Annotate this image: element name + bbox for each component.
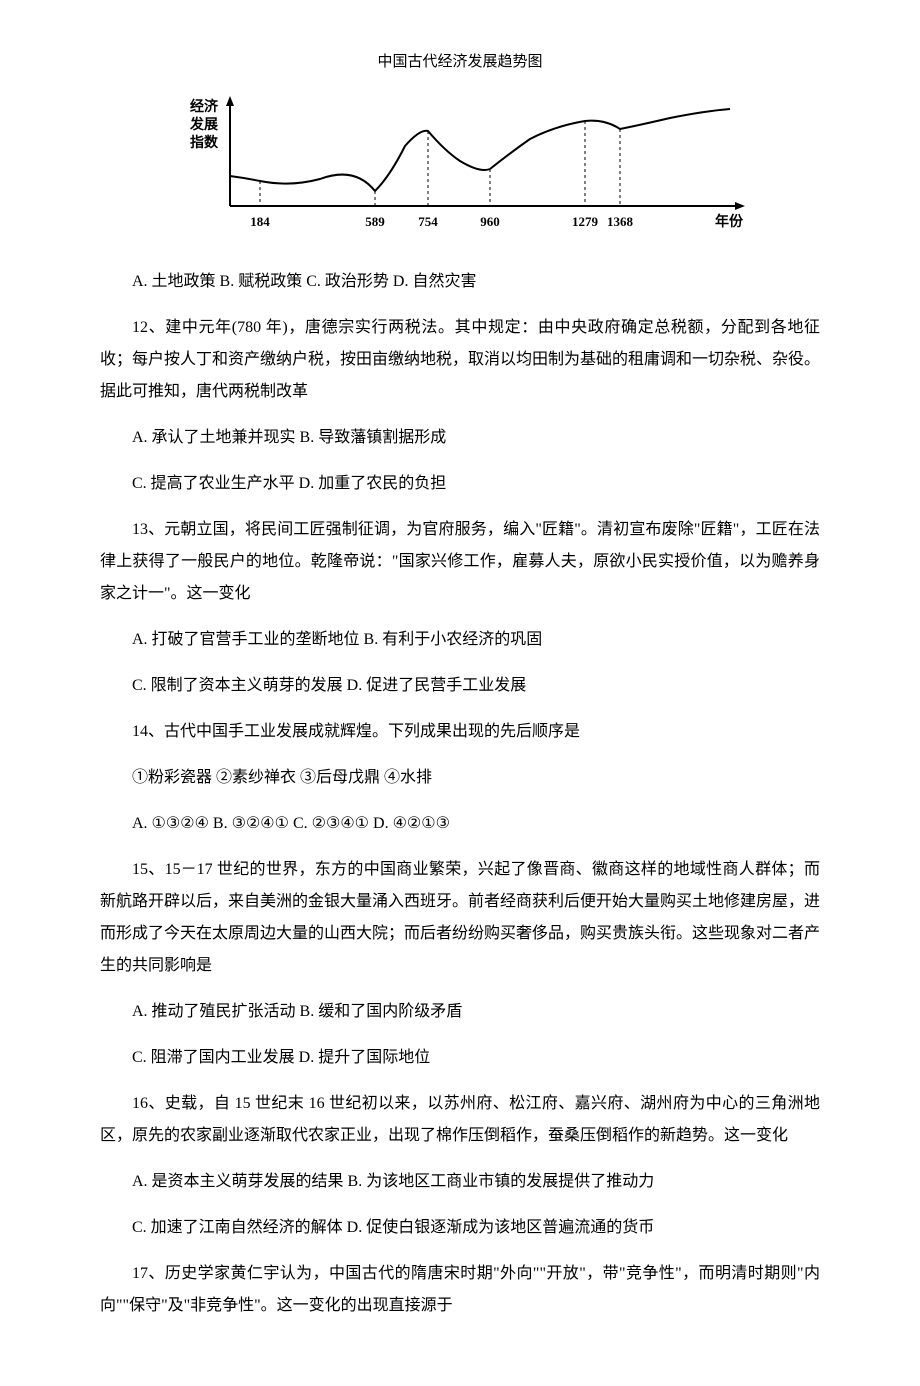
y-axis-arrow [226,96,234,106]
q13-stem: 13、元朝立国，将民间工匠强制征调，为官府服务，编入"匠籍"。清初宣布废除"匠籍… [100,514,820,610]
q16-opt2: C. 加速了江南自然经济的解体 D. 促使白银逐渐成为该地区普遍流通的货币 [100,1212,820,1244]
q12-opt2: C. 提高了农业生产水平 D. 加重了农民的负担 [100,468,820,500]
x-tick-label: 1368 [607,214,634,229]
y-axis-label-1: 经济 [190,98,219,115]
x-axis-arrow [735,202,745,210]
y-axis-label-3: 指数 [190,134,219,151]
q16-opt1: A. 是资本主义萌芽发展的结果 B. 为该地区工商业市镇的发展提供了推动力 [100,1166,820,1198]
q17-stem: 17、历史学家黄仁宇认为，中国古代的隋唐宋时期"外向""开放"，带"竞争性"，而… [100,1258,820,1322]
x-tick-label: 184 [250,214,270,229]
q13-opt1: A. 打破了官营手工业的垄断地位 B. 有利于小农经济的巩固 [100,624,820,656]
q15-opt1: A. 推动了殖民扩张活动 B. 缓和了国内阶级矛盾 [100,996,820,1028]
x-tick-label: 1279 [572,214,599,229]
trend-chart: 经济 发展 指数 184 589 754 960 1279 1368 年份 [160,81,760,241]
q11-options: A. 土地政策 B. 赋税政策 C. 政治形势 D. 自然灾害 [100,266,820,298]
chart-title: 中国古代经济发展趋势图 [100,50,820,71]
y-axis-label-2: 发展 [189,116,218,133]
x-axis-label: 年份 [715,213,744,230]
q16-stem: 16、史载，自 15 世纪末 16 世纪初以来，以苏州府、松江府、嘉兴府、湖州府… [100,1088,820,1152]
q12-stem: 12、建中元年(780 年)，唐德宗实行两税法。其中规定：由中央政府确定总税额，… [100,312,820,408]
q13-opt2: C. 限制了资本主义萌芽的发展 D. 促进了民营手工业发展 [100,670,820,702]
x-tick-label: 960 [480,214,500,229]
q15-opt2: C. 阻滞了国内工业发展 D. 提升了国际地位 [100,1042,820,1074]
x-tick-label: 589 [365,214,385,229]
q14-items: ①粉彩瓷器 ②素纱禅衣 ③后母戊鼎 ④水排 [100,762,820,794]
chart-container: 中国古代经济发展趋势图 经济 发展 指数 184 589 754 960 1279 136… [100,50,820,241]
q14-stem: 14、古代中国手工业发展成就辉煌。下列成果出现的先后顺序是 [100,716,820,748]
x-tick-labels: 184 589 754 960 1279 1368 [250,214,633,229]
q14-opts: A. ①③②④ B. ③②④① C. ②③④① D. ④②①③ [100,808,820,840]
dash-lines [260,121,620,206]
q12-opt1: A. 承认了土地兼并现实 B. 导致藩镇割据形成 [100,422,820,454]
q15-stem: 15、15－17 世纪的世界，东方的中国商业繁荣，兴起了像晋商、徽商这样的地域性… [100,854,820,982]
trend-curve [230,109,730,191]
x-tick-label: 754 [418,214,438,229]
